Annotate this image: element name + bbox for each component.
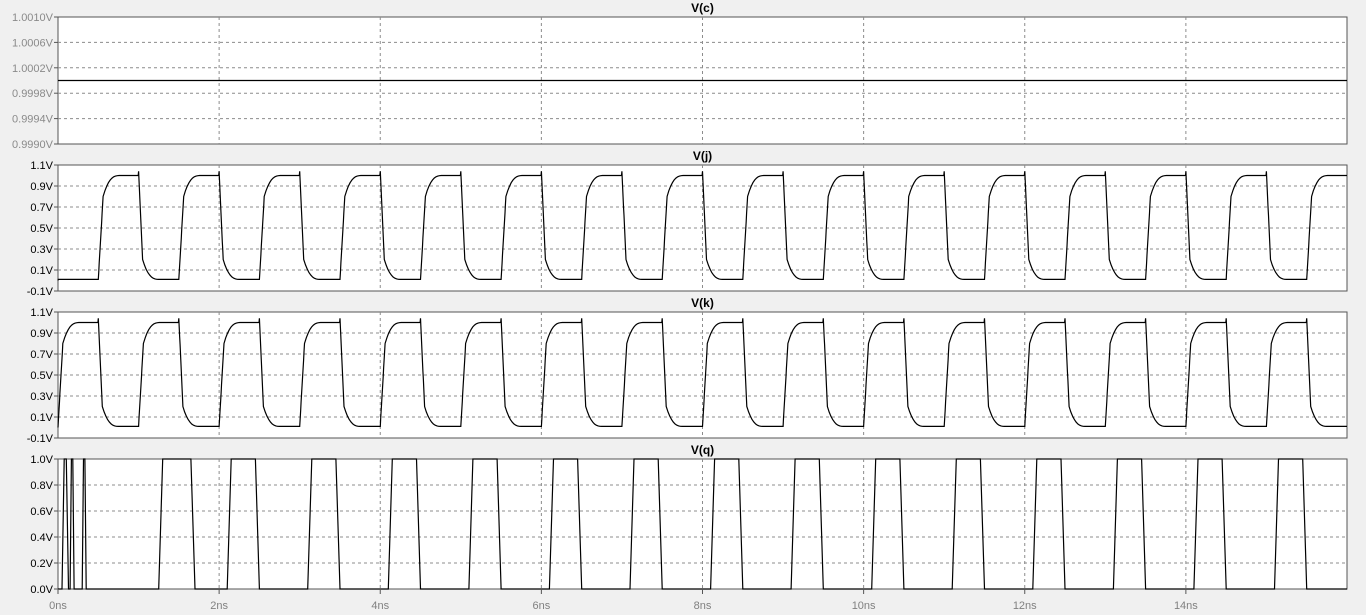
y-tick-label: 1.1V (30, 307, 53, 319)
x-tick-label: 12ns (1013, 600, 1037, 612)
x-tick-label: 0ns (49, 600, 67, 612)
y-tick-label: 0.7V (30, 202, 53, 214)
y-tick-label: 0.4V (30, 532, 53, 544)
y-tick-label: 0.9998V (12, 88, 54, 100)
y-tick-label: 0.3V (30, 391, 53, 403)
y-tick-label: 0.8V (30, 480, 53, 492)
y-tick-label: 0.9990V (12, 139, 54, 151)
y-tick-label: 0.1V (30, 265, 53, 277)
y-tick-label: 0.5V (30, 370, 53, 382)
x-tick-label: 2ns (210, 600, 228, 612)
y-tick-label: 0.2V (30, 558, 53, 570)
pane-title: V(k) (691, 296, 714, 310)
y-tick-label: 0.3V (30, 244, 53, 256)
y-tick-label: 1.0010V (12, 12, 54, 24)
y-tick-label: 1.0V (30, 454, 53, 466)
y-tick-label: 0.5V (30, 223, 53, 235)
pane-0[interactable]: 1.0010V 1.0006V 1.0002V 0.9998V 0.9994V 0.999… (12, 1, 1347, 151)
y-tick-label: 1.0002V (12, 63, 54, 75)
y-tick-label: 1.0006V (12, 37, 54, 49)
y-tick-label: 0.0V (30, 584, 53, 596)
y-tick-label: 0.9V (30, 328, 53, 340)
y-tick-label: -0.1V (27, 286, 54, 298)
pane-2[interactable]: 1.1V 0.9V 0.7V 0.5V 0.3V 0.1V -0.1V V(k) (27, 296, 1347, 445)
x-axis: 0ns 2ns 4ns 6ns 8ns 10ns 12ns 14ns (49, 589, 1198, 612)
pane-1[interactable]: 1.1V 0.9V 0.7V 0.5V 0.3V 0.1V -0.1V V(j) (27, 149, 1347, 298)
x-tick-label: 14ns (1174, 600, 1198, 612)
x-tick-label: 6ns (533, 600, 551, 612)
y-tick-label: -0.1V (27, 433, 54, 445)
pane-title: V(c) (691, 1, 714, 15)
y-tick-label: 0.6V (30, 506, 53, 518)
x-tick-label: 8ns (694, 600, 712, 612)
y-tick-label: 0.1V (30, 412, 53, 424)
y-tick-label: 1.1V (30, 160, 53, 172)
pane-title: V(j) (693, 149, 712, 163)
pane-3[interactable]: 1.0V 0.8V 0.6V 0.4V 0.2V 0.0V V(q) (30, 443, 1347, 596)
x-tick-label: 4ns (371, 600, 389, 612)
pane-title: V(q) (691, 443, 714, 457)
y-tick-label: 0.9V (30, 181, 53, 193)
y-tick-label: 0.9994V (12, 114, 54, 126)
y-tick-label: 0.7V (30, 349, 53, 361)
x-tick-label: 10ns (852, 600, 876, 612)
